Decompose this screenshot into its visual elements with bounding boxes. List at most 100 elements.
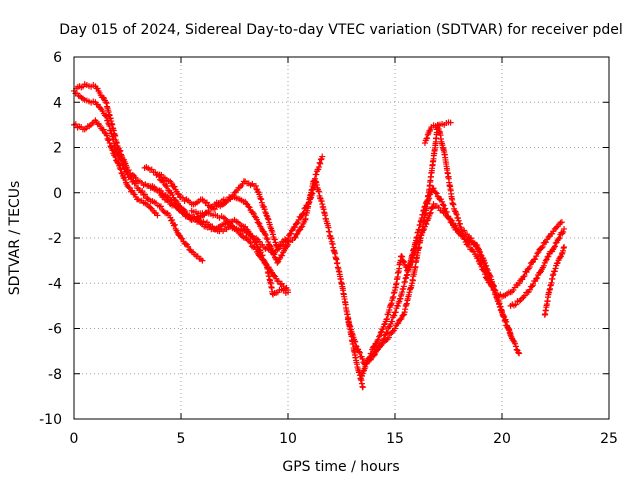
data-point [252,246,259,253]
x-tick-label: 15 [386,431,404,447]
interpolated-point [247,239,254,246]
series-13 [188,207,291,294]
x-tick-label: 10 [279,431,297,447]
interpolated-point [139,188,146,195]
x-tick-label: 20 [493,431,511,447]
data-point [533,275,540,282]
interpolated-point [394,303,401,310]
interpolated-point [271,236,278,243]
interpolated-point [174,190,181,197]
interpolated-point [271,272,278,279]
data-point [366,354,373,361]
interpolated-point [555,235,562,242]
data-point [291,235,298,241]
interpolated-point [300,210,307,217]
interpolated-point [542,257,549,264]
interpolated-point [512,301,519,308]
interpolated-point [401,259,408,266]
interpolated-point [557,219,564,226]
y-axis-title: SDTVAR / TECUs [7,181,23,296]
data-point [285,287,291,294]
data-point [430,185,437,192]
interpolated-point [287,230,294,237]
interpolated-point [352,342,359,349]
interpolated-point [255,219,262,226]
data-layer [71,81,568,391]
interpolated-point [433,190,440,197]
interpolated-point [291,224,298,231]
interpolated-point [157,203,164,210]
interpolated-point [488,283,495,290]
interpolated-point [385,334,392,341]
interpolated-point [363,360,370,367]
interpolated-point [497,303,504,310]
interpolated-point [179,194,186,201]
interpolated-point [226,219,233,226]
data-point [113,139,120,146]
data-point [263,235,270,241]
interpolated-point [161,209,168,216]
interpolated-point [496,300,503,307]
interpolated-point [246,204,253,211]
interpolated-point [502,318,509,325]
interpolated-point [394,320,401,327]
interpolated-point [269,231,276,238]
series-2 [71,87,206,264]
data-point [154,212,161,219]
interpolated-point [169,216,176,223]
interpolated-point [159,206,166,213]
interpolated-point [557,254,564,261]
interpolated-point [132,174,139,181]
interpolated-point [475,245,482,252]
interpolated-point [257,195,264,202]
data-point [481,271,488,278]
interpolated-point [481,257,488,264]
interpolated-point [400,258,407,265]
interpolated-point [99,107,106,114]
grid [74,57,609,419]
x-axis-title: GPS time / hours [282,459,399,475]
interpolated-point [560,229,567,236]
interpolated-point [253,216,260,223]
interpolated-point [299,211,306,218]
interpolated-point [481,267,488,274]
y-tick-label: 2 [53,141,62,157]
interpolated-point [520,273,527,280]
interpolated-point [480,266,487,273]
interpolated-point [359,373,366,380]
interpolated-point [513,346,520,353]
data-point [359,384,366,391]
interpolated-point [239,181,246,188]
data-point [404,268,411,275]
data-point [447,119,454,126]
interpolated-point [118,151,125,158]
interpolated-point [439,201,446,208]
interpolated-point [168,179,175,186]
interpolated-point [512,340,519,347]
interpolated-point [293,231,300,238]
interpolated-point [501,313,508,320]
interpolated-point [540,262,547,269]
data-point [274,259,281,266]
interpolated-point [450,201,457,208]
interpolated-point [140,192,147,199]
interpolated-point [461,227,468,234]
interpolated-point [432,189,439,196]
interpolated-point [526,263,533,270]
interpolated-point [264,236,271,243]
interpolated-point [384,329,391,336]
interpolated-point [125,184,132,191]
interpolated-point [262,209,269,216]
data-point [252,182,259,189]
interpolated-point [411,248,418,255]
interpolated-point [519,276,526,283]
interpolated-point [474,242,481,249]
interpolated-point [122,176,129,183]
data-point [263,212,270,219]
interpolated-point [530,282,537,289]
interpolated-point [106,140,113,147]
interpolated-point [349,330,356,337]
y-axis: -10 -8 -6 -4 -2 0 2 4 6 [39,50,609,428]
interpolated-point [476,248,483,255]
interpolated-point [426,195,433,202]
